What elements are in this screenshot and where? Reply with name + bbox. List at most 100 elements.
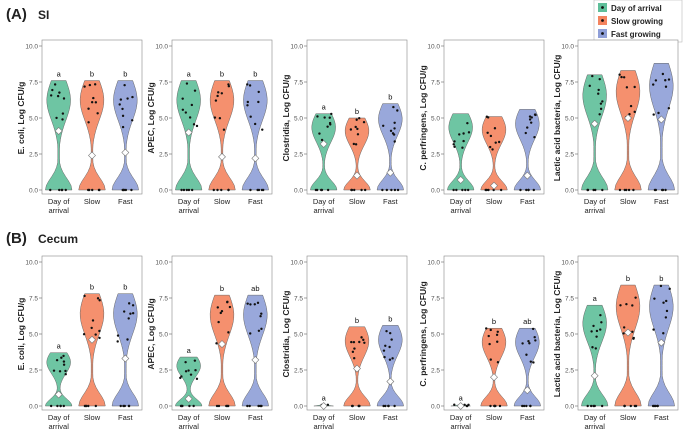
data-point bbox=[190, 188, 194, 192]
x-tick-label: Day of bbox=[584, 197, 607, 206]
data-point bbox=[527, 339, 530, 343]
data-point bbox=[662, 332, 665, 335]
data-point bbox=[385, 188, 389, 192]
data-point bbox=[246, 83, 249, 86]
y-tick-label: 10.0 bbox=[25, 260, 38, 267]
data-point bbox=[623, 188, 626, 192]
data-point bbox=[56, 94, 60, 98]
y-axis-label: Clostridia, Log CFU/g bbox=[281, 291, 291, 378]
data-point bbox=[388, 358, 392, 361]
data-point bbox=[56, 404, 59, 408]
data-point bbox=[53, 83, 57, 86]
violin-slow bbox=[480, 327, 508, 407]
y-tick-label: 10.0 bbox=[290, 44, 303, 51]
data-point bbox=[350, 340, 353, 344]
violin-fast bbox=[647, 63, 675, 191]
data-point bbox=[485, 115, 489, 118]
data-point bbox=[216, 94, 219, 98]
data-point bbox=[632, 337, 635, 340]
significance-letter: a bbox=[57, 342, 62, 351]
data-point bbox=[55, 358, 59, 362]
data-point bbox=[466, 188, 470, 192]
data-point bbox=[654, 79, 658, 82]
x-tick-label-line2: arrival bbox=[450, 206, 471, 215]
data-point bbox=[594, 347, 597, 350]
y-tick-label: 7.5 bbox=[29, 80, 38, 87]
data-point bbox=[60, 356, 63, 359]
data-point bbox=[519, 188, 522, 192]
data-point bbox=[61, 112, 65, 115]
data-point bbox=[217, 91, 220, 94]
legend-dot-day-of-arrival bbox=[601, 6, 604, 9]
data-point bbox=[181, 97, 184, 100]
data-point bbox=[352, 340, 356, 344]
data-point bbox=[91, 319, 95, 322]
data-point bbox=[217, 320, 220, 324]
data-point bbox=[467, 131, 471, 134]
data-point bbox=[62, 97, 66, 100]
data-point bbox=[260, 312, 263, 315]
significance-letter: a bbox=[322, 394, 327, 403]
data-point bbox=[119, 404, 122, 408]
median-marker bbox=[590, 371, 599, 380]
data-point bbox=[393, 404, 396, 408]
data-point bbox=[633, 85, 636, 89]
data-point bbox=[393, 188, 397, 192]
panel-cecum-c-perfringens: 0.0 2.5 5.0 7.5 10.0 C. perfringens, Log CFU/… bbox=[418, 255, 545, 431]
data-point bbox=[353, 347, 356, 350]
panel-cecum-e-coli: 0.0 2.5 5.0 7.5 10.0 E. coli, Log CFU/g a Day o… bbox=[16, 255, 143, 431]
y-tick-label: 2.5 bbox=[565, 152, 574, 159]
legend-label-slow-growing: Slow growing bbox=[611, 17, 663, 26]
data-point bbox=[529, 360, 532, 363]
data-point bbox=[393, 127, 396, 130]
data-point bbox=[595, 329, 599, 333]
data-point bbox=[318, 132, 321, 135]
data-point bbox=[631, 330, 634, 333]
y-tick-label: 10.0 bbox=[561, 260, 574, 267]
data-point bbox=[246, 302, 249, 305]
section-b-letter: (B) bbox=[6, 230, 27, 247]
data-point bbox=[354, 125, 357, 129]
data-point bbox=[349, 128, 353, 131]
data-point bbox=[116, 334, 120, 337]
significance-letter: ab bbox=[251, 284, 259, 293]
x-tick-label: Day of bbox=[178, 197, 201, 206]
data-point bbox=[354, 143, 358, 146]
data-point bbox=[326, 403, 330, 407]
y-tick-label: 2.5 bbox=[294, 368, 303, 375]
x-tick-label: Day of bbox=[313, 197, 336, 206]
data-point bbox=[192, 404, 195, 408]
data-point bbox=[486, 131, 489, 134]
x-tick-label: Fast bbox=[248, 197, 264, 206]
data-point bbox=[618, 73, 621, 76]
data-point bbox=[227, 85, 231, 88]
legend-entry-slow-growing: Slow growing bbox=[598, 16, 663, 26]
data-point bbox=[665, 309, 669, 313]
data-point bbox=[532, 361, 535, 364]
data-point bbox=[462, 132, 465, 135]
data-point bbox=[487, 188, 490, 192]
x-tick-label-line2: arrival bbox=[178, 422, 199, 431]
data-point bbox=[131, 119, 134, 122]
y-tick-label: 10.0 bbox=[427, 44, 440, 51]
data-point bbox=[185, 82, 189, 85]
data-point bbox=[119, 98, 123, 101]
significance-letter: a bbox=[593, 294, 598, 303]
data-point bbox=[619, 304, 622, 307]
data-point bbox=[664, 316, 668, 319]
panel-cecum-lactic-acid-bacteria: 0.0 2.5 5.0 7.5 10.0 Lactic acid bacteria, Lo… bbox=[552, 255, 679, 431]
data-point bbox=[622, 332, 625, 335]
data-point bbox=[590, 330, 593, 333]
data-point bbox=[592, 188, 595, 192]
violin-day-of-arrival bbox=[310, 113, 338, 191]
significance-letter: b bbox=[90, 70, 94, 79]
median-marker bbox=[184, 394, 193, 403]
data-point bbox=[326, 188, 330, 192]
x-tick-label: Fast bbox=[118, 197, 134, 206]
data-point bbox=[489, 134, 493, 138]
x-tick-label: Day of bbox=[48, 413, 71, 422]
data-point bbox=[220, 188, 223, 192]
violin-day-of-arrival bbox=[447, 113, 475, 191]
y-tick-label: 7.5 bbox=[29, 296, 38, 303]
data-point bbox=[391, 132, 395, 135]
